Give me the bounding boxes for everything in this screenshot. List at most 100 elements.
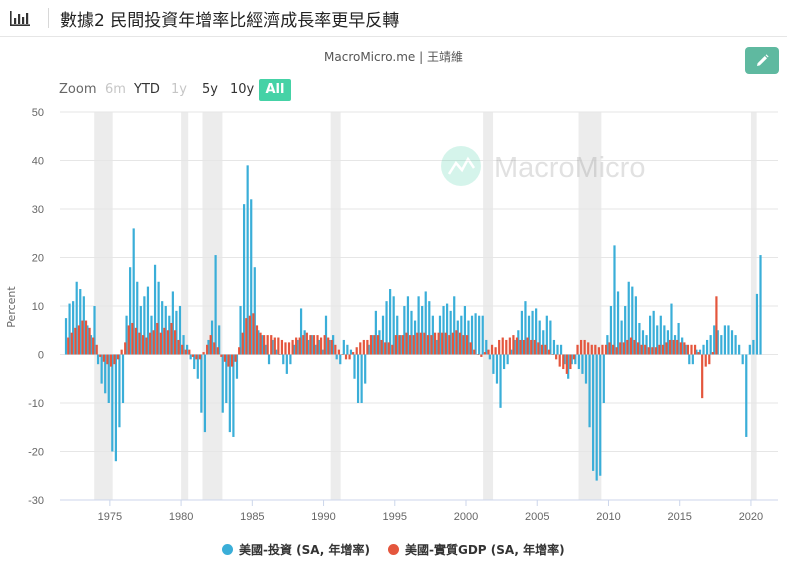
bar-gdp <box>131 322 134 355</box>
bar-investment <box>428 301 431 355</box>
bar-investment <box>107 354 110 403</box>
bar-investment <box>495 354 499 384</box>
bar-gdp <box>615 347 618 355</box>
bar-gdp <box>629 337 633 355</box>
bar-gdp <box>344 354 348 360</box>
y-tick-label: 50 <box>32 107 44 119</box>
bar-gdp <box>619 342 622 355</box>
bar-gdp <box>206 344 209 355</box>
bar-gdp <box>572 354 576 360</box>
bar-investment <box>299 308 303 355</box>
bar-gdp <box>683 342 686 355</box>
bar-gdp <box>462 335 465 355</box>
bar-gdp <box>284 342 287 355</box>
bar-investment <box>203 354 207 433</box>
bar-investment <box>353 354 356 379</box>
bar-investment <box>314 344 317 355</box>
bar-investment <box>559 344 563 355</box>
bar-investment <box>499 354 502 408</box>
bar-gdp <box>522 339 526 355</box>
bar-investment <box>449 310 452 355</box>
bar-investment <box>502 354 506 370</box>
bar-gdp <box>430 335 433 355</box>
bar-investment <box>157 281 160 355</box>
bar-gdp <box>391 344 394 355</box>
bar-investment <box>588 354 591 428</box>
bar-gdp <box>138 332 141 355</box>
bar-gdp <box>302 335 305 355</box>
bar-gdp <box>455 330 458 355</box>
bar-investment <box>374 310 377 355</box>
bar-investment <box>89 335 93 355</box>
bar-gdp <box>498 339 501 355</box>
bar-investment <box>367 344 370 355</box>
zoom-label: Zoom <box>59 82 97 97</box>
bar-gdp <box>277 337 280 355</box>
bar-gdp <box>669 339 672 355</box>
bar-investment <box>342 339 345 355</box>
bar-gdp <box>106 354 109 365</box>
bar-investment <box>399 335 402 355</box>
legend-label-gdp: 美國-實質GDP (SA, 年增率) <box>405 543 565 557</box>
bar-gdp <box>348 354 351 360</box>
x-tick-label: 2010 <box>596 511 620 523</box>
bar-investment <box>734 335 737 355</box>
bar-investment <box>752 339 755 355</box>
bar-investment <box>556 344 559 355</box>
bar-investment <box>453 296 456 355</box>
bar-gdp <box>483 352 487 355</box>
zoom-6m-button[interactable]: 6m <box>105 82 126 97</box>
bar-investment <box>705 339 709 355</box>
bar-investment <box>592 354 595 471</box>
bar-investment <box>296 339 299 355</box>
bar-gdp <box>665 342 668 355</box>
bar-investment <box>574 354 577 365</box>
bar-gdp <box>679 342 682 355</box>
bar-gdp <box>626 339 629 355</box>
bar-gdp <box>544 344 547 355</box>
bar-investment <box>549 320 552 355</box>
bar-gdp <box>576 344 579 355</box>
bar-gdp <box>547 349 551 355</box>
bar-gdp <box>437 332 440 355</box>
legend-item-investment[interactable]: 美國-投資 (SA, 年增率) <box>222 541 370 559</box>
zoom-ytd-button[interactable]: YTD <box>134 82 160 97</box>
zoom-10y-button[interactable]: 10y <box>230 82 255 97</box>
bar-investment <box>538 320 541 355</box>
bar-gdp <box>501 337 504 355</box>
zoom-all-button[interactable]: All <box>259 79 291 101</box>
bar-gdp <box>676 339 679 355</box>
bar-gdp <box>195 354 198 360</box>
bar-investment <box>161 301 164 355</box>
bar-investment <box>324 315 328 355</box>
bar-investment <box>649 315 652 355</box>
bar-gdp <box>234 354 237 362</box>
bar-gdp <box>444 332 447 355</box>
bar-gdp <box>530 339 533 355</box>
bar-gdp <box>259 332 262 355</box>
bar-gdp <box>127 325 130 355</box>
bar-investment <box>691 354 694 365</box>
bar-gdp <box>266 335 269 355</box>
bar-gdp <box>594 344 597 355</box>
bar-investment <box>228 354 231 433</box>
bar-investment <box>659 315 662 355</box>
zoom-1y-button[interactable]: 1y <box>171 82 187 97</box>
edit-button[interactable] <box>745 47 779 74</box>
bar-investment <box>709 335 712 355</box>
bar-gdp <box>708 354 711 365</box>
y-tick-label: 30 <box>32 204 44 216</box>
bar-investment <box>164 306 167 355</box>
bar-gdp <box>473 349 476 355</box>
bar-investment <box>634 296 637 355</box>
bar-investment <box>488 354 491 360</box>
bar-gdp <box>188 349 191 355</box>
bar-investment <box>282 354 285 365</box>
legend-item-gdp[interactable]: 美國-實質GDP (SA, 年增率) <box>388 541 565 559</box>
bar-investment <box>389 289 392 355</box>
bar-gdp <box>633 339 636 355</box>
bar-gdp <box>715 296 718 355</box>
bar-gdp <box>213 342 216 355</box>
x-tick-label: 1995 <box>383 511 407 523</box>
zoom-5y-button[interactable]: 5y <box>202 82 218 97</box>
